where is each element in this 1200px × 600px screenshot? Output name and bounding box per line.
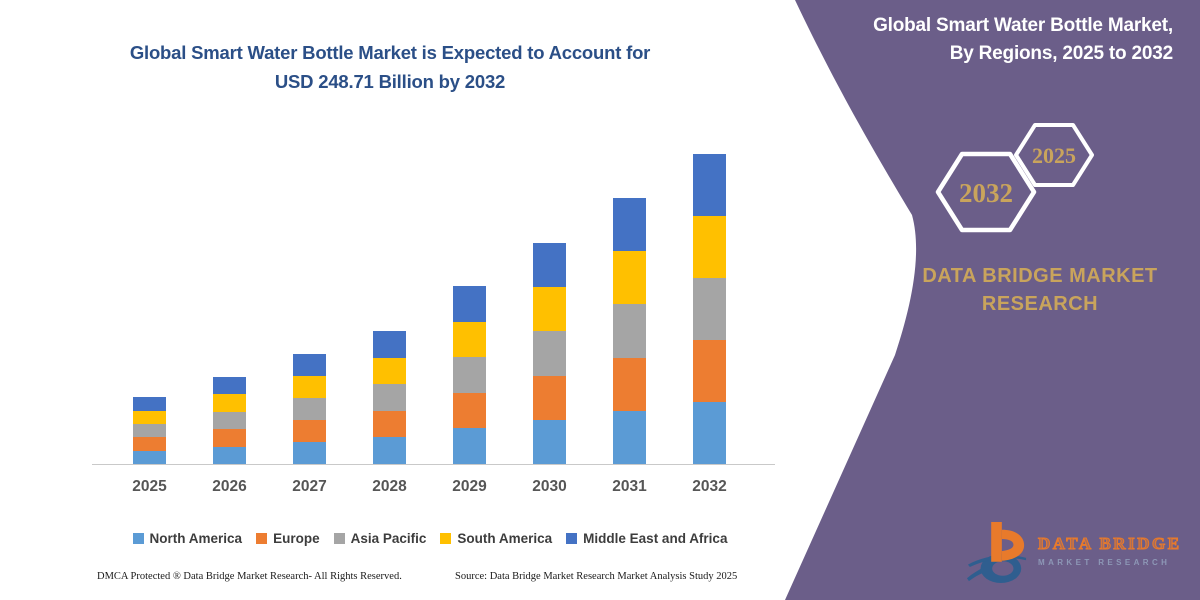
footer-dmca-text: DMCA Protected ® Data Bridge Market Rese…	[97, 571, 402, 582]
bar-segment	[213, 411, 246, 430]
bar-segment	[373, 384, 406, 411]
legend-label: Middle East and Africa	[583, 531, 728, 546]
plot-area	[92, 140, 775, 464]
dbmr-logo-title: DATA BRIDGE	[1038, 534, 1182, 554]
hexagon-2025	[1014, 123, 1094, 187]
purple-panel: 2032 2025	[785, 0, 1200, 600]
legend-item: Europe	[256, 531, 320, 546]
x-axis-label: 2030	[532, 478, 567, 495]
legend-item: South America	[440, 531, 552, 546]
bar-segment	[693, 216, 726, 279]
stacked-bar-2031	[613, 197, 646, 464]
chart-legend: North America Europe Asia Pacific South Ame…	[80, 531, 780, 546]
x-axis-label: 2027	[292, 478, 327, 495]
bar-segment	[373, 331, 406, 358]
bar-segment	[133, 437, 166, 451]
bar-segment	[533, 331, 566, 376]
bar-segment	[293, 353, 326, 376]
bar-segment	[453, 392, 486, 429]
bar-segment	[613, 304, 646, 358]
dbmr-logo-subtitle: MARKET RESEARCH	[1038, 558, 1171, 567]
bar-segment	[293, 419, 326, 442]
dbmr-logo-icon	[966, 522, 1027, 584]
bar-segment	[613, 357, 646, 411]
legend-label: South America	[457, 531, 553, 546]
bar-segment	[533, 287, 566, 332]
bar-segment	[373, 437, 406, 464]
bar-segment	[293, 375, 326, 398]
stacked-bar-2025	[133, 397, 166, 464]
bar-segment	[533, 375, 566, 420]
bar-segment	[213, 376, 246, 395]
legend-swatch	[440, 533, 452, 544]
stacked-bar-2028	[373, 331, 406, 464]
legend-label: North America	[149, 531, 243, 546]
chart-title: Global Smart Water Bottle Market is Expe…	[85, 38, 695, 96]
brand-wordmark-line2: RESEARCH	[981, 293, 1099, 315]
panel-background-shape	[785, 0, 1200, 600]
stacked-bar-2029	[453, 285, 486, 464]
bar-segment	[453, 321, 486, 358]
bar-segment	[133, 397, 166, 411]
bar-segment	[213, 446, 246, 464]
bar-segment	[693, 278, 726, 341]
stacked-bar-2027	[293, 353, 326, 464]
bar-segment	[613, 251, 646, 305]
bar-segment	[133, 424, 166, 438]
bar-segment	[533, 419, 566, 464]
stacked-bar-2026	[213, 376, 246, 464]
x-axis-label: 2026	[212, 478, 247, 495]
x-axis-label: 2032	[692, 478, 727, 495]
bar-segment	[133, 410, 166, 425]
legend-item: Middle East and Africa	[566, 531, 727, 546]
legend-swatch	[333, 533, 345, 544]
bar-segment	[613, 410, 646, 464]
bar-segment	[533, 242, 566, 288]
bar-segment	[453, 285, 486, 322]
legend-swatch	[132, 533, 144, 544]
bar-segment	[213, 429, 246, 447]
dbmr-logo-text: DATA BRIDGE MARKET RESEARCH	[1038, 520, 1182, 568]
x-axis-label: 2029	[452, 478, 487, 495]
bar-segment	[613, 197, 646, 252]
bar-segment	[213, 394, 246, 412]
chart-title-line1: Global Smart Water Bottle Market is Expe…	[129, 42, 651, 63]
bar-segment	[693, 402, 726, 464]
panel-title: Global Smart Water Bottle Market, By Reg…	[803, 12, 1173, 68]
legend-item: Asia Pacific	[333, 531, 427, 546]
bar-segment	[693, 154, 726, 217]
legend-label: Asia Pacific	[350, 531, 427, 546]
chart-title-line2: USD 248.71 Billion by 2032	[274, 71, 506, 92]
stacked-bar-2032	[693, 154, 726, 464]
legend-swatch	[256, 533, 268, 544]
bar-segment	[453, 428, 486, 464]
x-axis-label: 2031	[612, 478, 647, 495]
panel-title-line2: By Regions, 2025 to 2032	[949, 43, 1174, 64]
legend-swatch	[566, 533, 578, 544]
dbmr-logo: DATA BRIDGE MARKET RESEARCH	[966, 520, 1182, 586]
hexagon-2032-label: 2032	[959, 178, 1013, 208]
stacked-bar-2030	[533, 242, 566, 464]
x-axis: 2025 2026 2027 2028 2029 2030 2031 2032	[92, 477, 775, 497]
bar-segment	[133, 450, 166, 464]
hexagon-2032	[935, 151, 1037, 233]
bar-segment	[293, 441, 326, 464]
bar-segment	[373, 410, 406, 438]
brand-wordmark-line1: DATA BRIDGE MARKET	[922, 265, 1158, 287]
hexagon-2025-label: 2025	[1032, 143, 1076, 168]
footer-source-text: Source: Data Bridge Market Research Mark…	[455, 571, 738, 582]
x-axis-line	[92, 464, 775, 465]
brand-wordmark: DATA BRIDGE MARKET RESEARCH	[880, 262, 1200, 318]
bar-segment	[293, 397, 326, 420]
x-axis-label: 2028	[372, 478, 407, 495]
bar-segment	[693, 340, 726, 403]
legend-item: North America	[132, 531, 243, 546]
bar-segment	[373, 357, 406, 385]
x-axis-label: 2025	[132, 478, 167, 495]
legend-label: Europe	[273, 531, 320, 546]
panel-title-line1: Global Smart Water Bottle Market,	[873, 15, 1173, 36]
bar-segment	[453, 357, 486, 393]
